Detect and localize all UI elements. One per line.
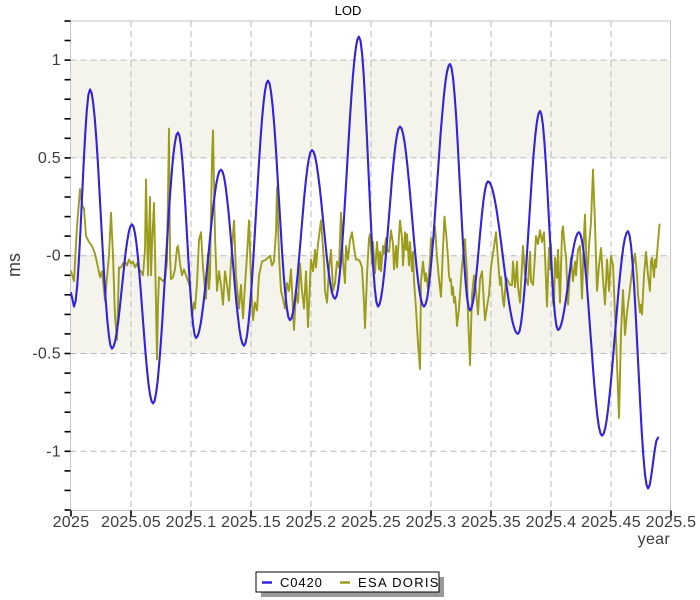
svg-text:2025.05: 2025.05	[101, 514, 161, 531]
svg-text:2025.1: 2025.1	[166, 514, 217, 531]
svg-text:-0.5: -0.5	[32, 346, 61, 363]
svg-text:2025.5: 2025.5	[646, 514, 697, 531]
svg-text:2025.4: 2025.4	[526, 514, 577, 531]
svg-text:ESA DORIS: ESA DORIS	[358, 575, 440, 590]
svg-text:C0420: C0420	[280, 575, 323, 590]
svg-text:2025.45: 2025.45	[581, 514, 641, 531]
svg-text:2025.25: 2025.25	[341, 514, 401, 531]
svg-text:1: 1	[52, 52, 61, 69]
svg-text:0.5: 0.5	[38, 150, 61, 167]
svg-text:2025.15: 2025.15	[221, 514, 281, 531]
svg-text:2025: 2025	[53, 514, 90, 531]
svg-text:ms: ms	[4, 253, 24, 277]
svg-text:2025.35: 2025.35	[461, 514, 521, 531]
svg-text:2025.2: 2025.2	[286, 514, 337, 531]
svg-text:2025.3: 2025.3	[406, 514, 457, 531]
svg-text:LOD: LOD	[335, 3, 362, 18]
svg-text:year: year	[638, 531, 671, 548]
svg-text:-1: -1	[46, 443, 61, 460]
svg-text:-0: -0	[46, 248, 61, 265]
